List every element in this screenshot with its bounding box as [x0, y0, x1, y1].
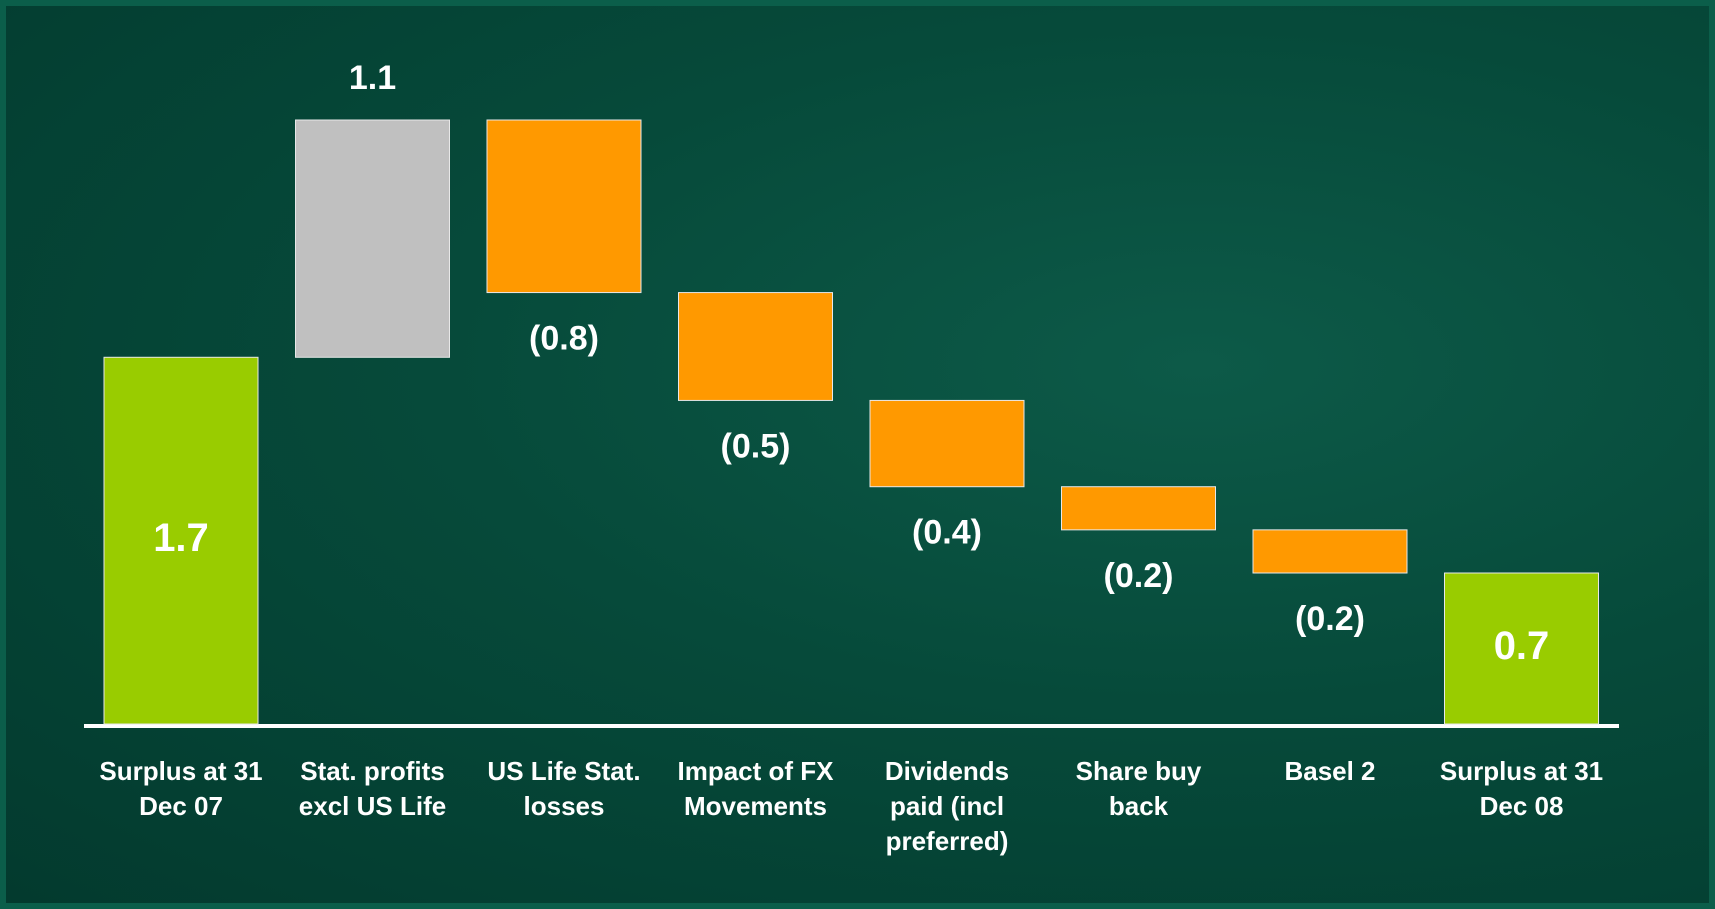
x-tick-label: Share buy back — [1075, 756, 1202, 821]
bar — [295, 119, 450, 358]
x-tick-label: Surplus at 31 Dec 08 — [1439, 756, 1604, 821]
bar — [1444, 572, 1599, 725]
x-tick-label: Impact of FX Movements — [677, 756, 834, 821]
value-label: 1.7 — [153, 516, 209, 560]
x-tick-label: US Life Stat. losses — [487, 756, 641, 821]
bar — [103, 356, 259, 725]
value-label: (0.5) — [721, 427, 791, 465]
bar — [678, 292, 833, 401]
bar — [869, 399, 1025, 488]
bar — [1061, 486, 1216, 531]
plot: 1.7 1.1 (0.8) (0.5) (0.4) (0.2) (0.2) 0.7 — [84, 59, 1619, 728]
value-label: (0.2) — [1295, 600, 1365, 638]
value-label: 0.7 — [1494, 624, 1550, 668]
value-label: (0.8) — [529, 320, 599, 358]
bar — [486, 119, 642, 294]
x-tick-label: Dividends paid (incl preferred) — [884, 756, 1010, 856]
x-tick-label: Basel 2 — [1284, 756, 1376, 786]
value-label: (0.2) — [1104, 557, 1174, 595]
value-label: (0.4) — [912, 514, 982, 552]
x-tick-label: Stat. profits excl US Life — [298, 756, 447, 821]
bar — [1252, 529, 1408, 574]
x-tick-label: Surplus at 31 Dec 07 — [99, 756, 263, 821]
value-label: 1.1 — [349, 59, 396, 97]
